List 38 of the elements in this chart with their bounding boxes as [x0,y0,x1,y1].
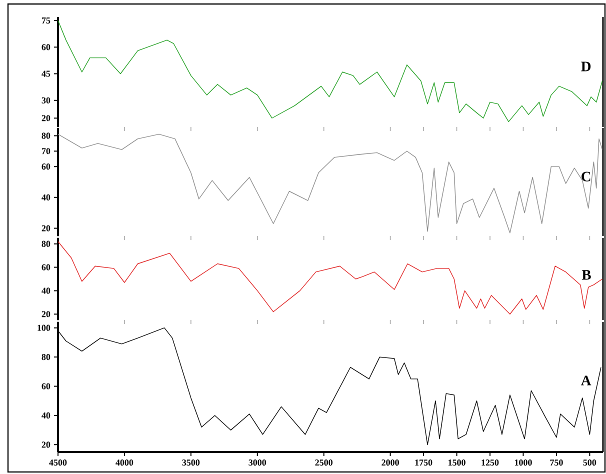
y-tick-label: 75 [42,18,50,24]
x-tick-label: 3000 [248,460,266,466]
x-tick-label: 2000 [382,460,399,466]
y-tick-label: 60 [42,44,50,50]
line-series [58,241,603,314]
y-tick-label: 60 [42,383,50,390]
x-tick-label: 1750 [415,460,432,466]
annotation: B [582,270,591,280]
y-tick-label: 20 [42,311,50,318]
y-tick-label: 40 [42,288,50,294]
x-tick-label: 750 [550,460,563,466]
y-tick-label: 20 [42,115,50,122]
x-tick-label: 4000 [116,460,134,466]
y-tick-label: 60 [42,164,50,170]
x-tick-label: 3500 [182,460,200,466]
y-tick-label: 20 [42,225,50,232]
y-tick-label: 80 [42,240,50,247]
x-tick-label: 1500 [448,460,466,466]
x-tick-label: 1250 [482,460,499,466]
y-tick-label: 100 [38,324,50,331]
y-tick-label: 80 [42,132,50,139]
x-tick-label: 2500 [315,460,332,466]
x-tick-label: 4500 [49,460,67,466]
y-tick-label: 80 [42,354,50,360]
x-tick-label: 500 [583,460,596,466]
y-tick-label: 40 [42,194,50,200]
annotation: A [581,376,592,386]
x-tick-label: 1000 [514,460,532,466]
y-tick-label: 60 [42,264,50,270]
annotation: D [581,62,591,72]
line-series [58,134,603,234]
y-tick-label: 40 [42,412,50,419]
y-tick-label: 30 [42,97,50,104]
y-tick-label: 70 [42,148,50,154]
y-tick-label: 20 [42,442,50,448]
annotation: C [582,172,590,182]
line-series [58,20,603,122]
y-tick-label: 45 [42,70,50,77]
